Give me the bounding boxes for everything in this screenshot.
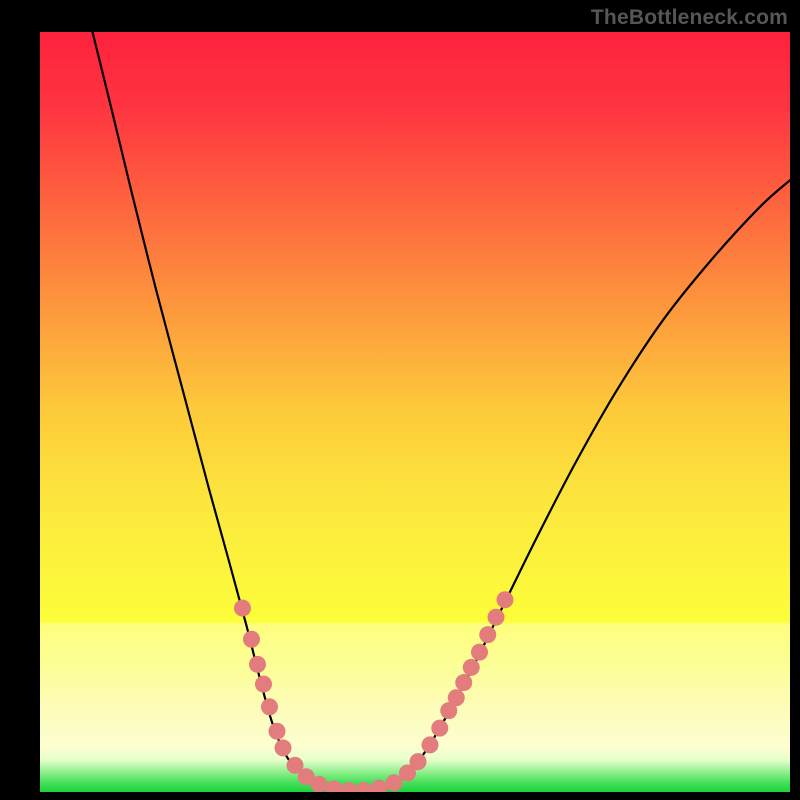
marker-dot <box>497 591 514 608</box>
marker-dot <box>463 659 480 676</box>
watermark-text: TheBottleneck.com <box>591 6 788 30</box>
marker-dot <box>261 698 278 715</box>
marker-dot <box>243 631 260 648</box>
marker-dot <box>249 656 266 673</box>
marker-dot <box>326 780 343 792</box>
marker-dot <box>488 609 505 626</box>
marker-dot <box>448 689 465 706</box>
chart-overlay <box>40 32 790 792</box>
marker-dot <box>431 720 448 737</box>
marker-dot <box>471 644 488 661</box>
marker-dot <box>255 676 272 693</box>
marker-dot <box>275 739 292 756</box>
plot-area <box>40 32 790 792</box>
marker-dot <box>386 774 403 791</box>
bottleneck-curve <box>93 32 791 790</box>
marker-dot <box>455 674 472 691</box>
marker-dot <box>356 782 373 792</box>
marker-dot <box>234 600 251 617</box>
marker-dot <box>269 723 286 740</box>
chart-frame: TheBottleneck.com <box>0 0 800 800</box>
marker-dot <box>341 782 358 792</box>
marker-dot <box>410 753 427 770</box>
marker-dot <box>422 736 439 753</box>
marker-group <box>234 591 514 792</box>
marker-dot <box>371 780 388 792</box>
marker-dot <box>479 626 496 643</box>
